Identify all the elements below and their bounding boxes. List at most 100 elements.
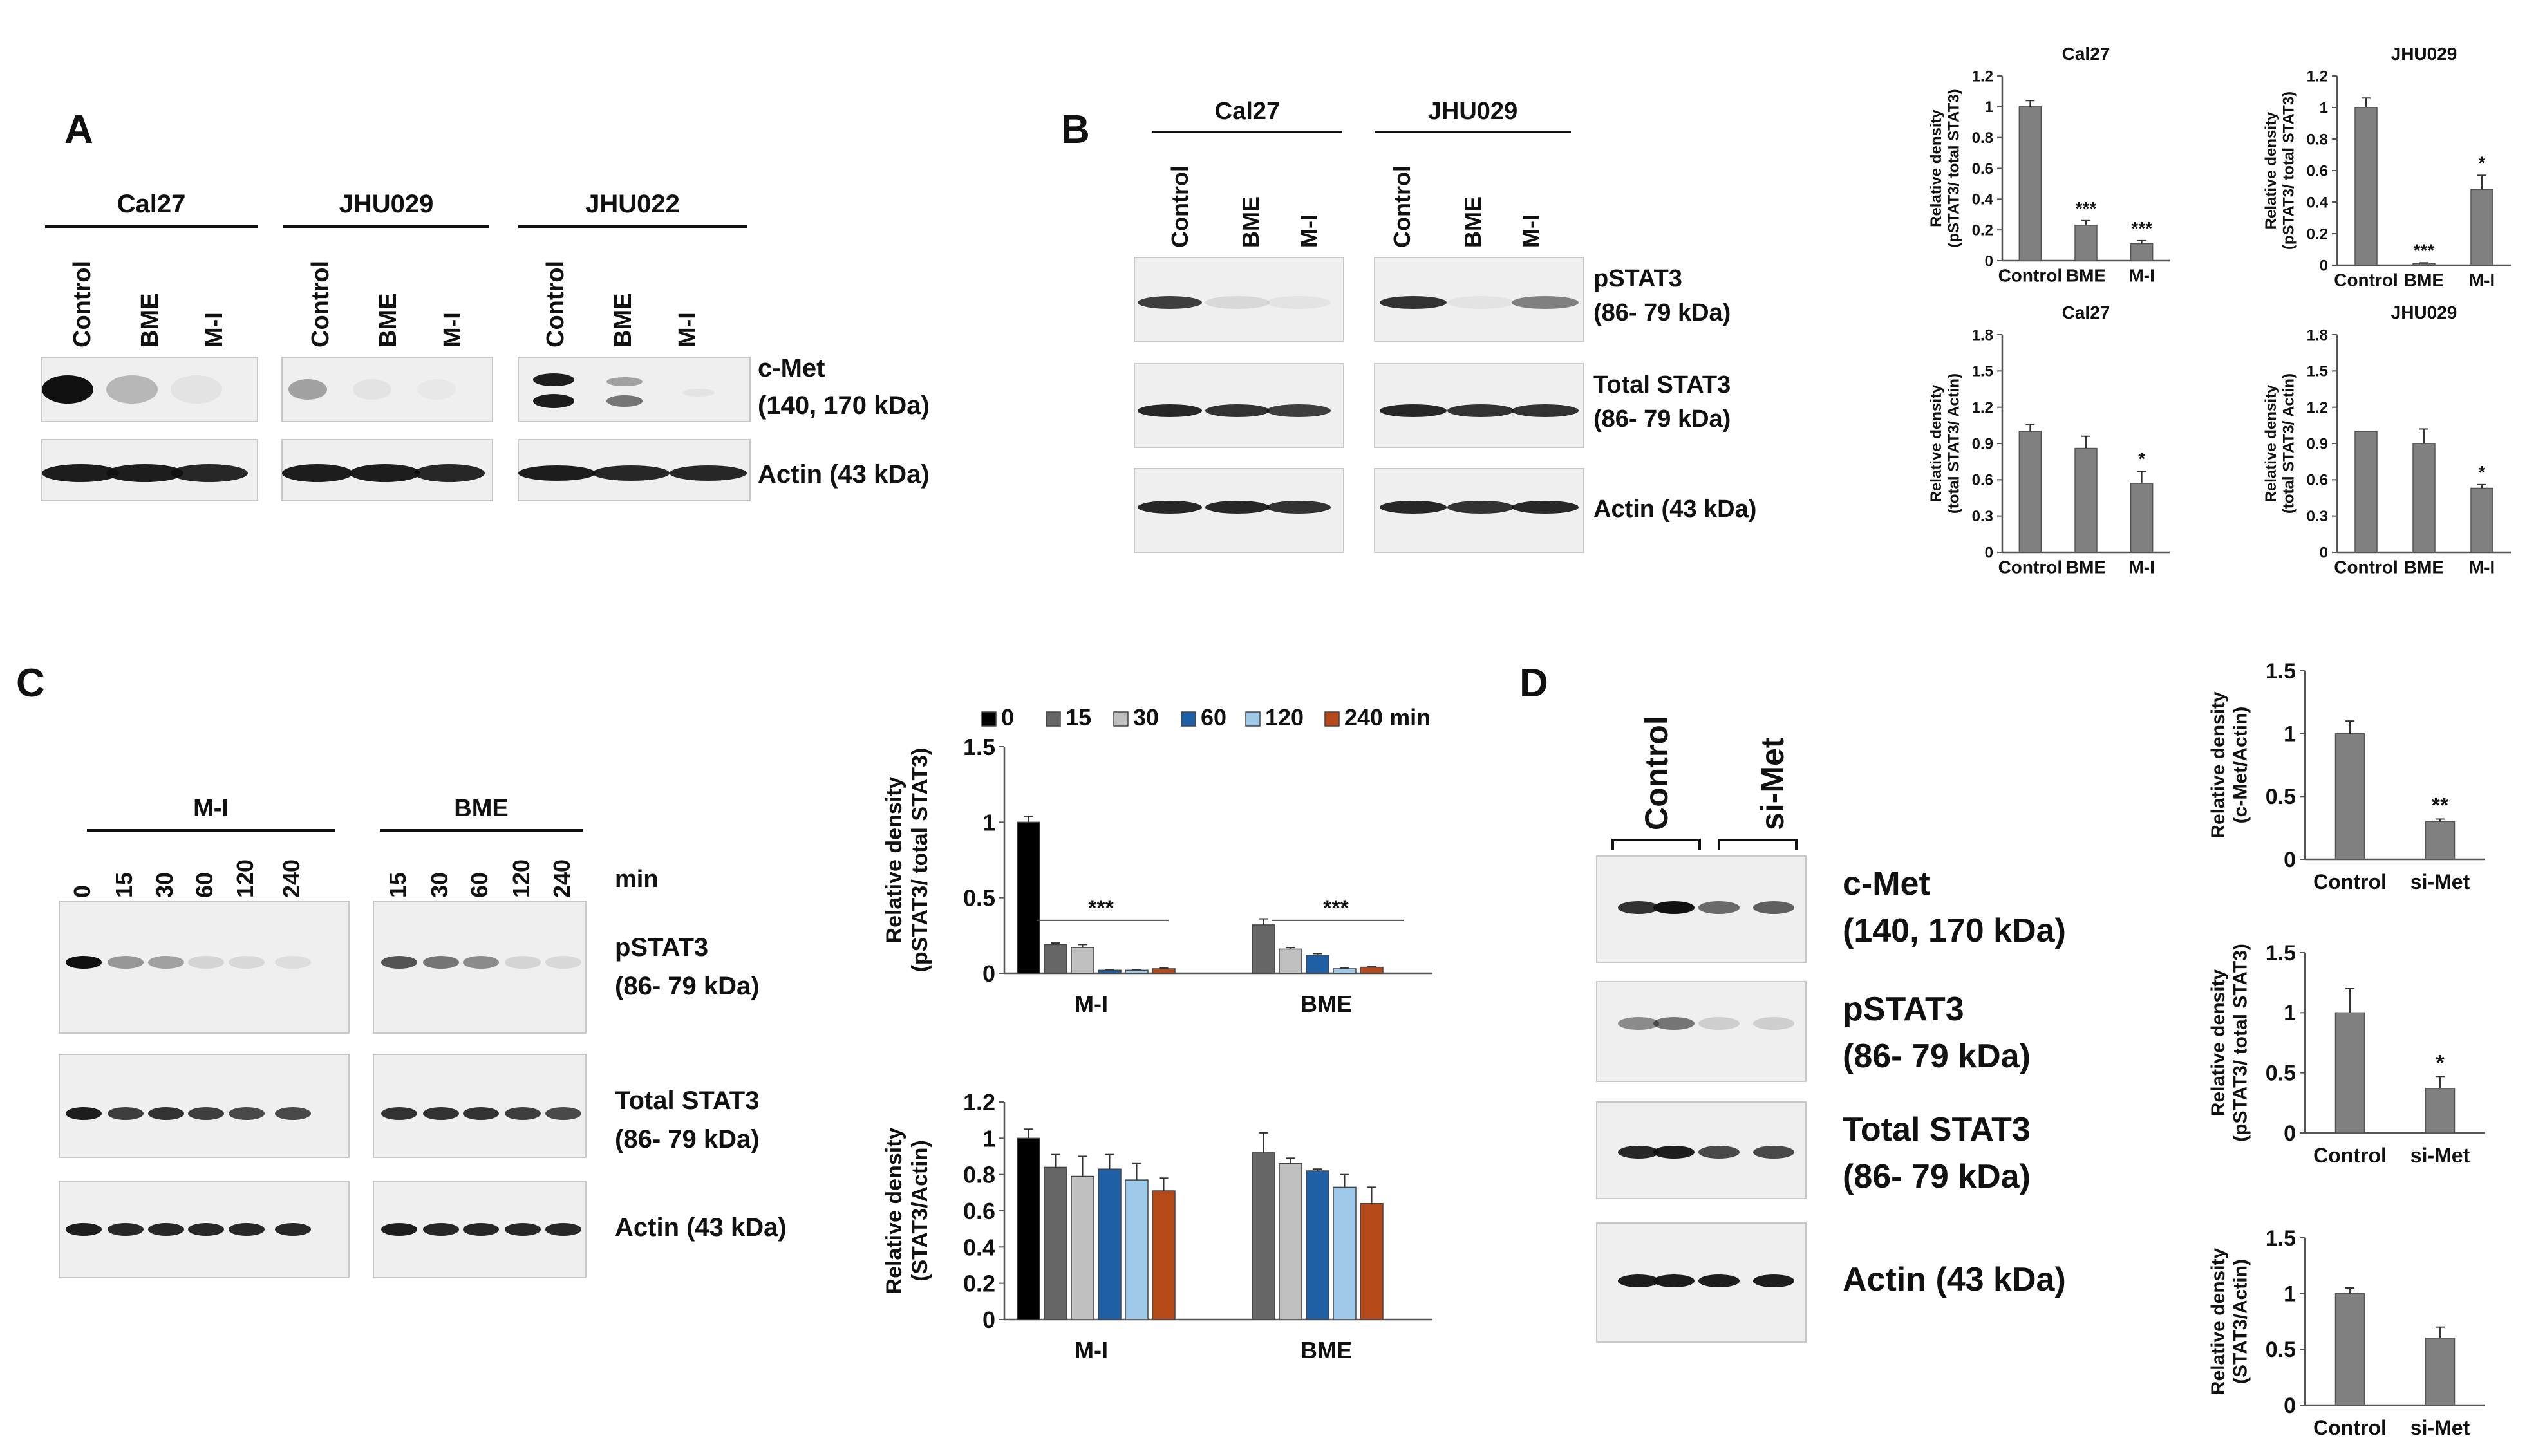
blot-image bbox=[1596, 981, 1807, 1082]
y-tick-label: 0.8 bbox=[2307, 131, 2328, 148]
band bbox=[1618, 901, 1659, 914]
x-tick-label: BME bbox=[2066, 557, 2106, 577]
legend-label: 60 bbox=[1201, 704, 1226, 731]
x-tick-label: si-Met bbox=[2410, 1416, 2470, 1439]
group-label: M-I bbox=[193, 795, 229, 822]
group-bracket bbox=[1611, 839, 1701, 850]
y-tick-label: 1.5 bbox=[2266, 941, 2296, 966]
band bbox=[106, 464, 183, 482]
group-label: JHU029 bbox=[339, 190, 434, 218]
band bbox=[1512, 296, 1579, 309]
band bbox=[1205, 404, 1270, 417]
y-tick-label: 0.9 bbox=[1972, 435, 1993, 453]
band bbox=[1266, 501, 1331, 514]
legend-swatch bbox=[1181, 711, 1196, 727]
bar bbox=[2354, 431, 2378, 553]
y-tick-label: 0 bbox=[2284, 1121, 2296, 1146]
significance-label: *** bbox=[2076, 198, 2097, 218]
y-tick-label: 1 bbox=[1985, 98, 1993, 116]
bar-120 bbox=[1125, 1179, 1149, 1320]
band bbox=[1138, 404, 1202, 417]
y-axis-label: Relative density bbox=[2262, 111, 2280, 229]
x-tick-label: M-I bbox=[1075, 1337, 1108, 1363]
legend-label: 0 bbox=[1001, 704, 1014, 731]
band bbox=[66, 1107, 102, 1120]
x-tick-label: M-I bbox=[2469, 270, 2495, 290]
blot-sublabel: (86- 79 kDa) bbox=[615, 1125, 760, 1153]
x-tick-label: BME bbox=[1301, 1337, 1352, 1363]
band bbox=[463, 1223, 499, 1236]
band bbox=[417, 379, 456, 400]
bar-60 bbox=[1306, 1170, 1329, 1320]
legend-label: 120 bbox=[1265, 704, 1304, 731]
y-axis-label: (STAT3/Actin) bbox=[908, 1140, 932, 1282]
group-label: Cal27 bbox=[1215, 98, 1280, 125]
bar bbox=[2412, 443, 2436, 553]
y-tick-label: 0 bbox=[1985, 252, 1993, 270]
lane-label: 15 bbox=[384, 872, 411, 898]
y-tick-label: 0 bbox=[1985, 544, 1993, 561]
blot-sublabel: (86- 79 kDa) bbox=[1593, 299, 1731, 326]
lane-label: 240 bbox=[278, 859, 305, 898]
blot-label: pSTAT3 bbox=[1843, 991, 1964, 1028]
lane-label: Control bbox=[1389, 165, 1415, 248]
lane-label: 60 bbox=[191, 872, 218, 898]
x-tick-label: M-I bbox=[2469, 557, 2495, 577]
lane-label: Control bbox=[307, 261, 334, 348]
bar-15 bbox=[1044, 944, 1067, 974]
significance-label: ** bbox=[2432, 793, 2449, 817]
y-axis-label: Relative density bbox=[882, 776, 906, 943]
bar-15 bbox=[1252, 1152, 1275, 1320]
chart-0: 0 0.2 0.4 0.6 0.8 1 1.2 Relative density (pSTAT3… bbox=[1928, 44, 2170, 285]
band bbox=[1653, 901, 1695, 914]
chart-2: 0 0.3 0.6 0.9 1.2 1.5 1.8 Relative density (tota… bbox=[1928, 303, 2170, 577]
y-axis-label: (pSTAT3/ total STAT3) bbox=[908, 748, 932, 973]
lane-label: 60 bbox=[466, 872, 493, 898]
bar bbox=[2412, 263, 2436, 266]
band bbox=[1698, 1017, 1740, 1030]
band bbox=[188, 956, 224, 969]
band bbox=[533, 394, 574, 408]
band bbox=[381, 1107, 417, 1120]
blot-label: Actin (43 kDa) bbox=[615, 1213, 787, 1242]
y-tick-label: 0 bbox=[2320, 257, 2328, 274]
y-tick-label: 0.3 bbox=[2307, 508, 2328, 525]
blot-label: pSTAT3 bbox=[615, 933, 708, 962]
bar-240 bbox=[1360, 966, 1384, 974]
chart-8: 0 0.5 1 1.5 Relative density (STAT3/Actin) Con… bbox=[2208, 1226, 2485, 1439]
y-tick-label: 1.5 bbox=[963, 734, 995, 760]
chart-title: Cal27 bbox=[2062, 303, 2110, 322]
band bbox=[106, 375, 158, 404]
bar bbox=[2425, 1088, 2456, 1134]
blot-sublabel: (86- 79 kDa) bbox=[615, 972, 760, 1000]
band bbox=[505, 956, 541, 969]
chart-7: 0 0.5 1 1.5 Relative density (pSTAT3/ total S… bbox=[2208, 941, 2485, 1167]
x-tick-label: Control bbox=[2313, 870, 2387, 893]
band bbox=[1618, 1146, 1659, 1159]
bar-240 bbox=[1360, 1202, 1384, 1320]
band bbox=[414, 464, 485, 482]
band bbox=[108, 956, 144, 969]
chart-title: JHU029 bbox=[2391, 44, 2457, 64]
y-axis-label: Relative density bbox=[2208, 691, 2229, 839]
y-axis-label: Relative density bbox=[882, 1127, 906, 1294]
blot-label: pSTAT3 bbox=[1593, 265, 1682, 292]
blot-image bbox=[59, 1054, 350, 1158]
y-tick-label: 0.6 bbox=[1972, 472, 1993, 489]
blot-label: Actin (43 kDa) bbox=[1843, 1261, 2066, 1298]
band bbox=[282, 464, 353, 482]
x-tick-label: BME bbox=[2404, 557, 2444, 577]
y-tick-label: 0 bbox=[2284, 848, 2296, 872]
band bbox=[423, 1107, 459, 1120]
band bbox=[229, 956, 265, 969]
band bbox=[1447, 501, 1514, 514]
y-tick-label: 0.2 bbox=[2307, 225, 2328, 243]
band bbox=[42, 464, 119, 482]
blot-label: Total STAT3 bbox=[1593, 371, 1731, 398]
panel-a: Cal27 Control BME M-I JHU029 Control BME M-I JHU… bbox=[41, 190, 930, 501]
band bbox=[275, 1223, 311, 1236]
panel-letter-b: B bbox=[1061, 107, 1090, 152]
x-tick-label: BME bbox=[1301, 991, 1352, 1017]
lane-label: 30 bbox=[151, 872, 178, 898]
